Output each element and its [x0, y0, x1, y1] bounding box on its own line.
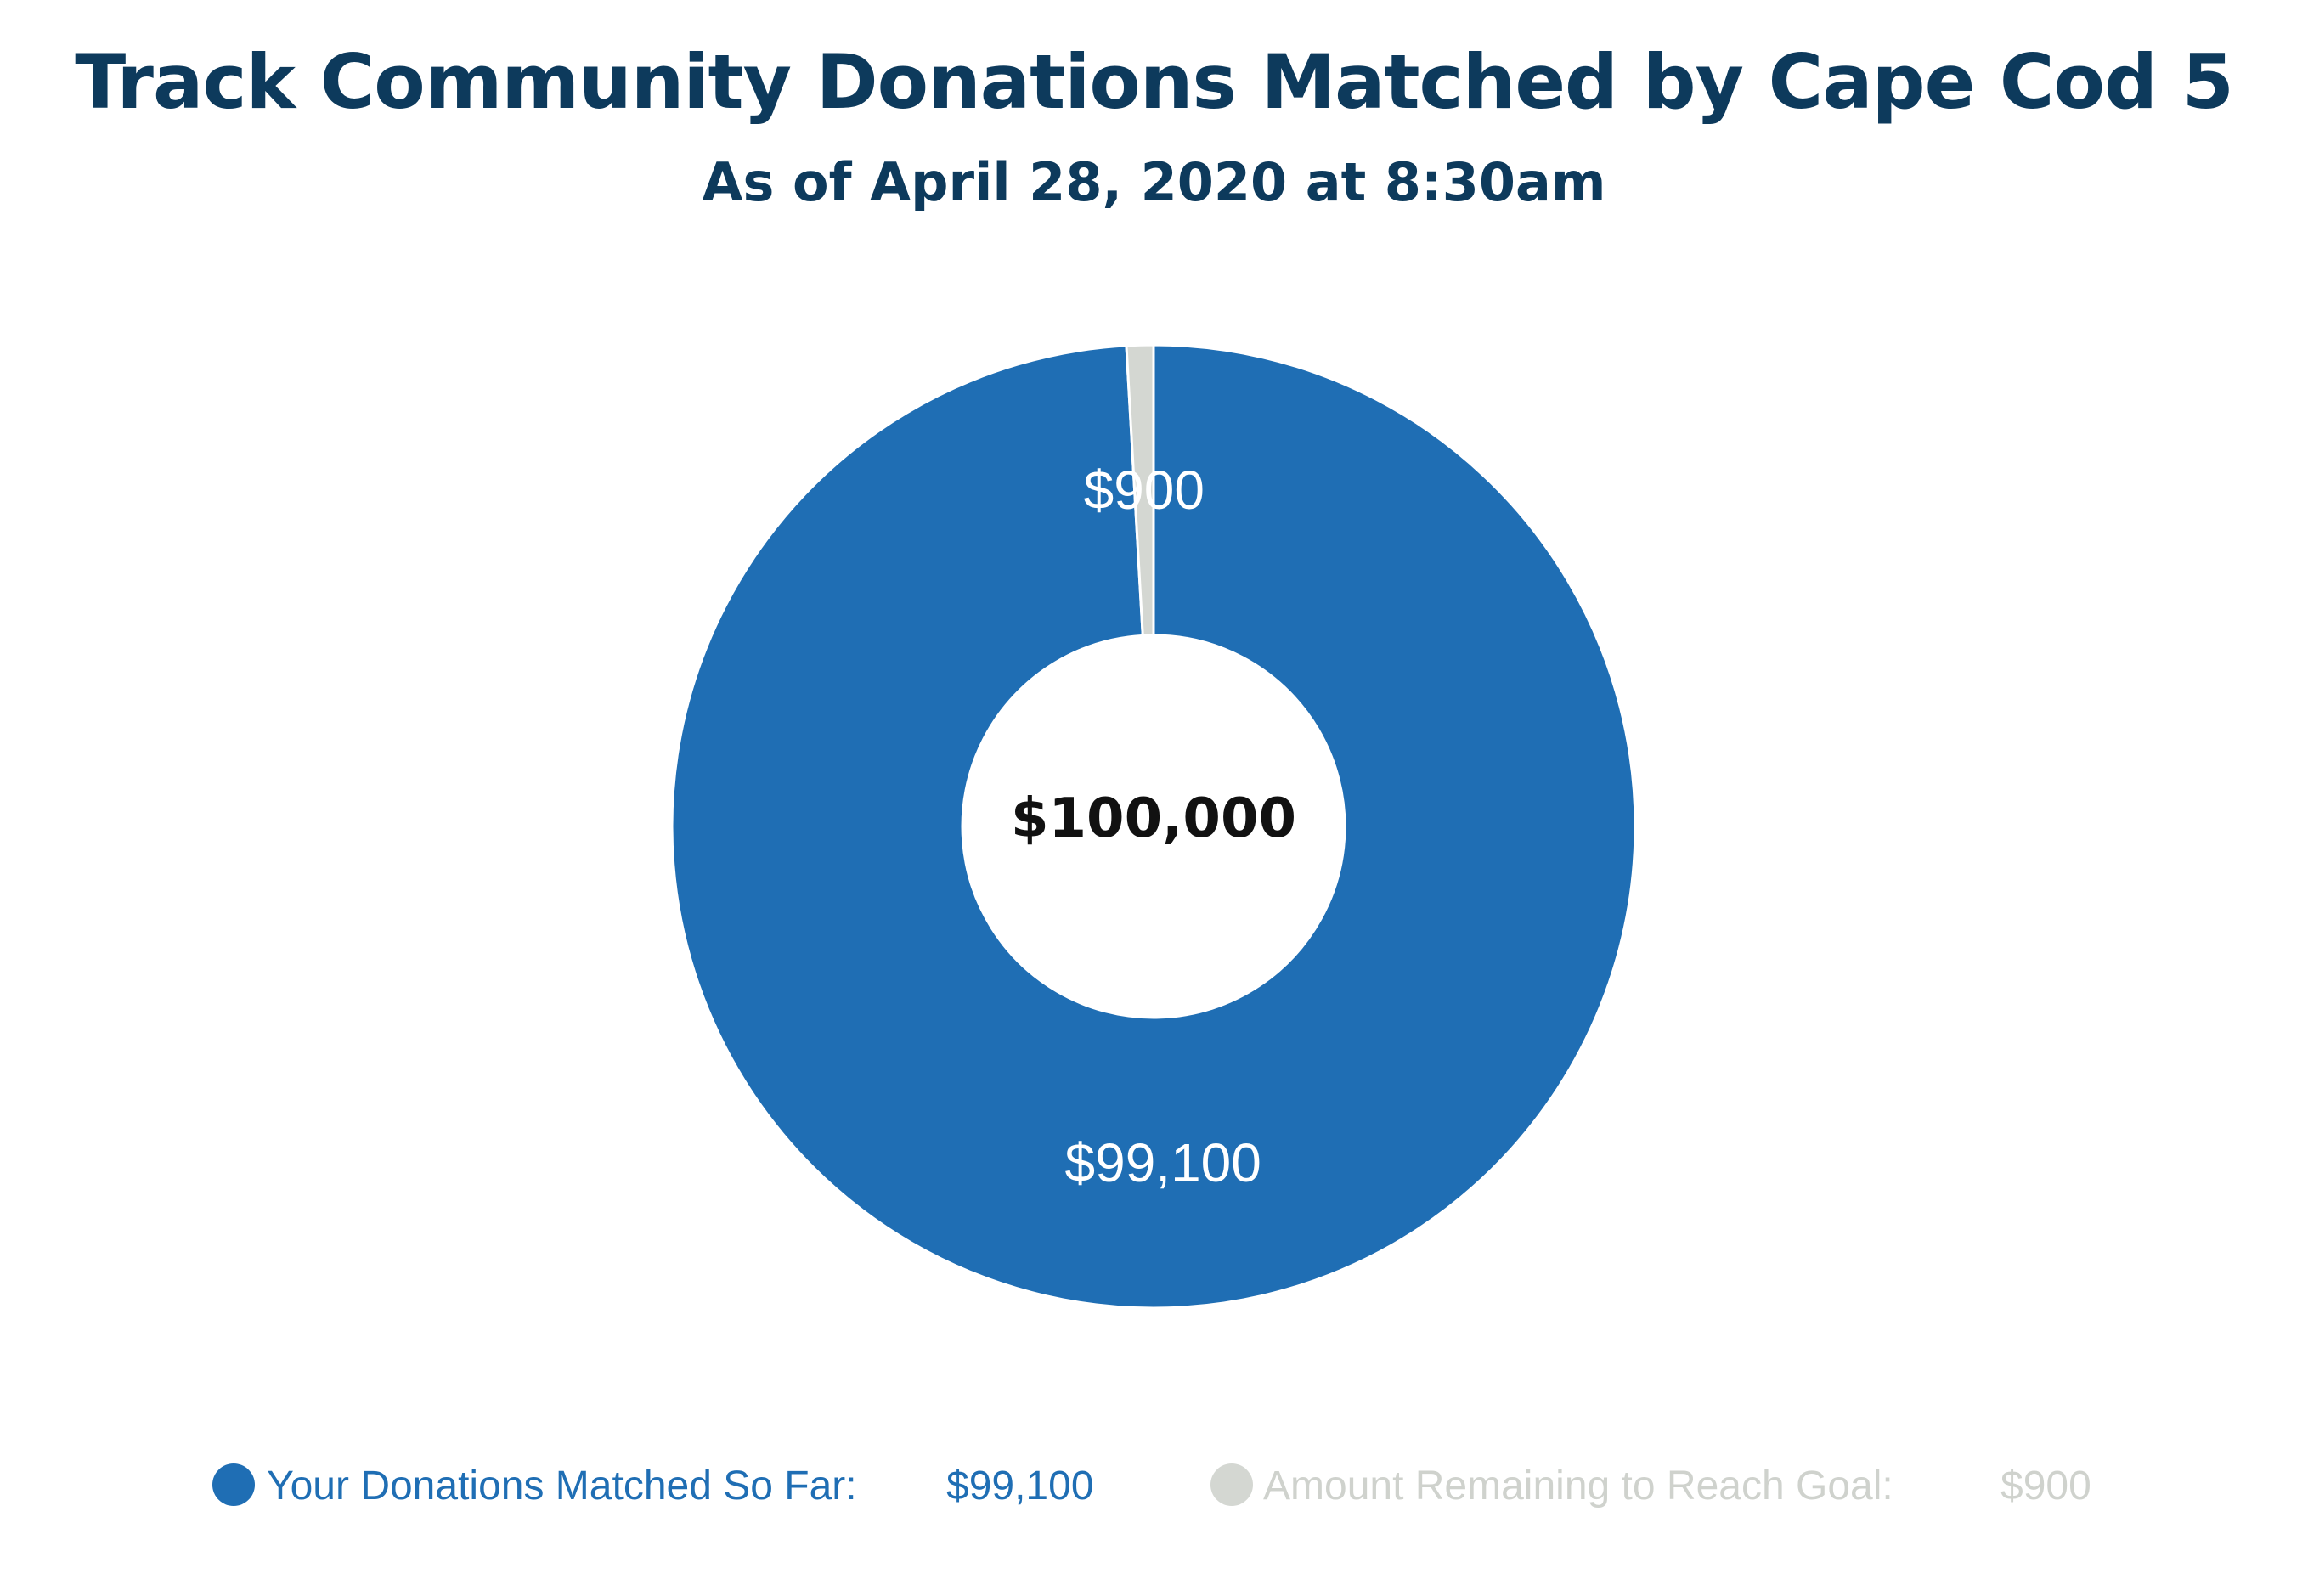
- slice-label-amount-remaining: $900: [1084, 460, 1205, 521]
- slice-label-donations-matched: $99,100: [1065, 1132, 1261, 1193]
- legend-swatch-donations-matched: [212, 1463, 255, 1506]
- chart-legend: Your Donations Matched So Far: $99,100 A…: [0, 1451, 2308, 1519]
- chart-subtitle: As of April 28, 2020 at 8:30am: [702, 151, 1606, 213]
- center-total-label: $100,000: [1011, 787, 1296, 850]
- legend-label-donations-matched: Your Donations Matched So Far:: [267, 1463, 857, 1509]
- legend-item-donations-matched[interactable]: Your Donations Matched So Far: $99,100: [212, 1451, 1147, 1519]
- legend-label-amount-remaining: Amount Remaining to Reach Goal:: [1263, 1463, 1893, 1509]
- chart-title: Track Community Donations Matched by Cap…: [75, 38, 2234, 126]
- legend-value-donations-matched: $99,100: [946, 1463, 1094, 1509]
- legend-item-amount-remaining[interactable]: Amount Remaining to Reach Goal: $900: [1210, 1451, 2145, 1519]
- legend-value-amount-remaining: $900: [2000, 1463, 2091, 1509]
- legend-swatch-amount-remaining: [1210, 1463, 1253, 1506]
- donut-slice-amount-remaining[interactable]: [1125, 343, 1155, 637]
- donut-slice-donations-matched[interactable]: [670, 343, 1637, 1310]
